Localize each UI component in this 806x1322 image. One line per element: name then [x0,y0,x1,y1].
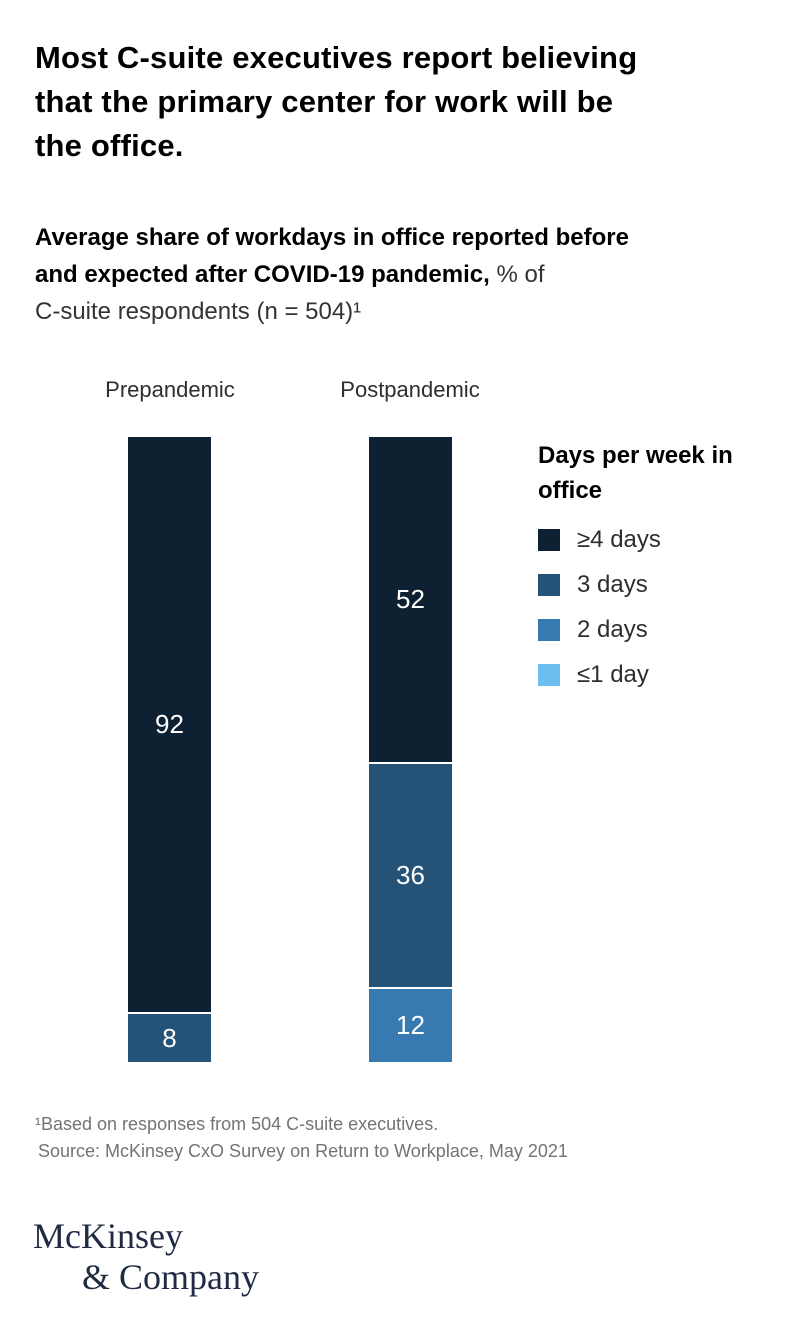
legend-item: 3 days [538,571,768,598]
bar-segment: 12 [369,987,452,1062]
title-line-1: Most C-suite executives report believing [35,40,638,75]
legend-item: 2 days [538,616,768,643]
legend-item: ≥4 days [538,526,768,553]
legend-label: ≥4 days [577,525,661,553]
bar-segment-value: 12 [396,1010,425,1040]
title-line-2: that the primary center for work will be [35,84,614,119]
source-line: Source: McKinsey CxO Survey on Return to… [38,1141,568,1161]
chart-legend: Days per week in office ≥4 days 3 days 2 d… [538,438,768,688]
bar-segment-value: 8 [162,1022,177,1053]
footnote-line: ¹Based on responses from 504 C-suite exe… [35,1114,439,1134]
legend-swatch-icon [538,528,560,551]
bar-segment: 8 [128,1012,211,1062]
legend-label: ≤1 day [577,660,649,688]
legend-items: ≥4 days 3 days 2 days ≤1 day [538,526,768,688]
legend-swatch-icon [538,663,560,686]
legend-label: 2 days [577,615,648,643]
subtitle-line-2: and expected after COVID-19 pandemic, % … [35,261,545,288]
mckinsey-logo: McKinsey & Company [33,1216,259,1298]
category-label-prepandemic: Prepandemic [105,377,235,402]
footnote: ¹Based on responses from 504 C-suite exe… [35,1111,775,1165]
title-line-3: the office. [35,128,184,163]
legend-title: Days per week in office [538,442,733,504]
bar-segment-value: 36 [396,860,425,890]
bar-segment-value: 92 [155,709,184,739]
logo-line-1: McKinsey [33,1216,183,1256]
legend-swatch-icon [538,618,560,641]
bar-postpandemic: 52 36 12 [369,437,452,1062]
page-title: Most C-suite executives report believing… [35,36,795,168]
bar-segment: 36 [369,762,452,987]
logo-line-2: & Company [82,1257,259,1297]
bar-segment: 92 [128,437,211,1012]
category-label-postpandemic: Postpandemic [340,377,480,402]
bar-prepandemic: 92 8 [128,437,211,1062]
bar-segment: 52 [369,437,452,762]
subtitle-line-1: Average share of workdays in office repo… [35,224,629,251]
bar-segment-value: 52 [396,584,425,614]
legend-swatch-icon [538,573,560,596]
chart-subtitle: Average share of workdays in office repo… [35,219,795,330]
subtitle-line-3: C-suite respondents (n = 504)¹ [35,298,362,325]
legend-label: 3 days [577,570,648,598]
legend-item: ≤1 day [538,661,768,688]
